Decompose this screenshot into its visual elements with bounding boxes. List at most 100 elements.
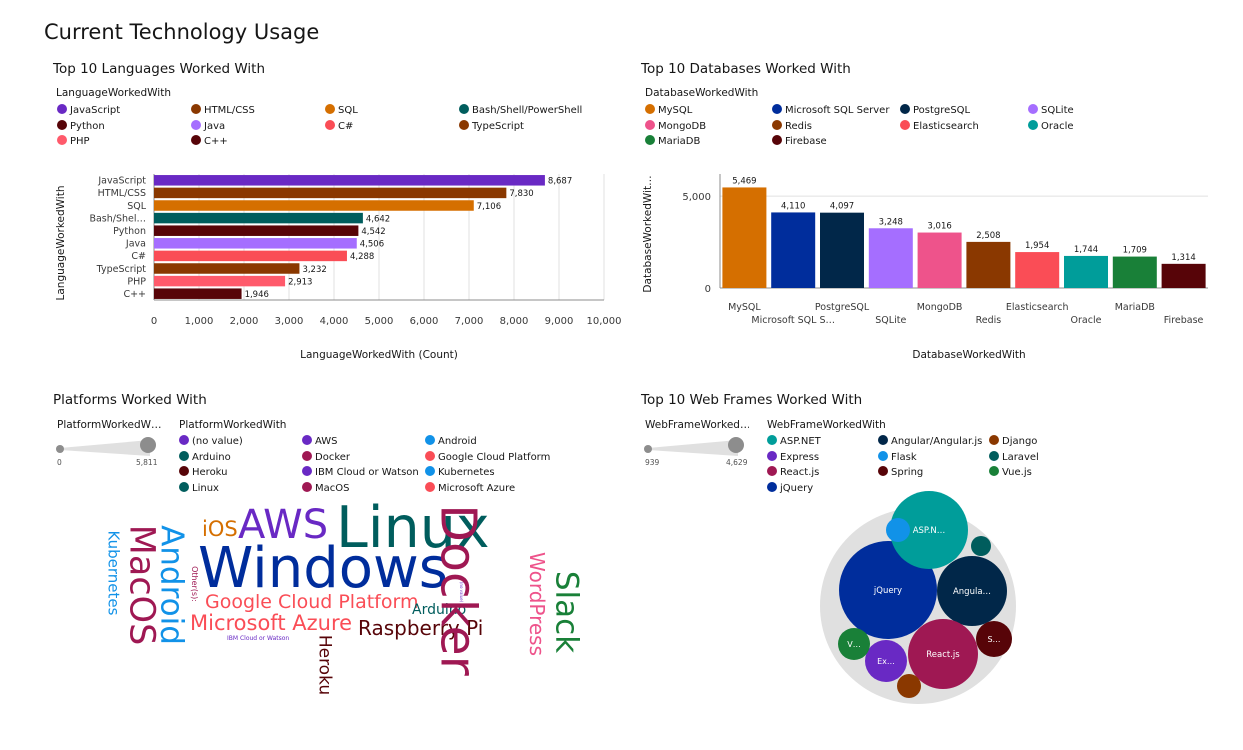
legend-swatch bbox=[57, 119, 67, 130]
data-label: 1,744 bbox=[1074, 245, 1098, 255]
x-axis-title: LanguageWorkedWith (Count) bbox=[300, 349, 458, 361]
legend-item-docker: Docker bbox=[302, 450, 350, 464]
data-label: 4,110 bbox=[781, 201, 805, 211]
data-label: 7,106 bbox=[477, 202, 501, 212]
webframes-size-slider[interactable] bbox=[643, 436, 748, 456]
bubble-label-vue: V… bbox=[847, 640, 860, 649]
legend-swatch bbox=[191, 104, 201, 114]
legend-swatch bbox=[179, 482, 189, 493]
word-gcp: Google Cloud Platform bbox=[205, 591, 419, 613]
x-tick-label: 3,000 bbox=[275, 316, 304, 327]
legend-swatch bbox=[179, 435, 189, 445]
legend-item-jquery: jQuery bbox=[767, 482, 813, 495]
bar-php bbox=[154, 275, 286, 287]
legend-swatch bbox=[459, 119, 469, 130]
bubble-label-jquery: jQuery bbox=[873, 586, 902, 596]
legend-label: Bash/Shell/PowerShell bbox=[472, 105, 583, 116]
legend-swatch bbox=[325, 119, 335, 130]
word-no-value: (no value) bbox=[459, 581, 464, 603]
legend-item-mariadb: MariaDB bbox=[645, 135, 700, 148]
databases-panel-title: Top 10 Databases Worked With bbox=[641, 61, 851, 77]
x-tick-label: 6,000 bbox=[410, 316, 439, 327]
y-tick-label: JavaScript bbox=[97, 176, 146, 187]
x-tick-label: 10,000 bbox=[587, 316, 622, 327]
legend-swatch bbox=[772, 119, 782, 130]
legend-label: MongoDB bbox=[658, 120, 707, 132]
legend-item-express: Express bbox=[767, 450, 819, 464]
word-wordpress: WordPress bbox=[525, 551, 549, 657]
legend-label: Elasticsearch bbox=[913, 120, 979, 132]
y-tick-label: Python bbox=[113, 226, 146, 237]
platforms-size-slider[interactable] bbox=[55, 436, 160, 456]
x-tick-label: MariaDB bbox=[1115, 302, 1155, 313]
legend-swatch bbox=[989, 450, 999, 461]
slider-min-handle[interactable] bbox=[56, 445, 64, 453]
x-tick-label: MongoDB bbox=[917, 302, 963, 313]
legend-swatch bbox=[302, 450, 312, 461]
data-label: 3,016 bbox=[927, 222, 951, 232]
legend-label: Flask bbox=[891, 451, 917, 463]
legend-item-postgresql: PostgreSQL bbox=[900, 104, 970, 117]
data-label: 1,946 bbox=[245, 290, 269, 300]
word-windows: Windows bbox=[198, 536, 448, 601]
x-tick-label: 8,000 bbox=[500, 316, 529, 327]
legend-item-sql: SQL bbox=[325, 104, 358, 117]
page-title: Current Technology Usage bbox=[44, 20, 320, 44]
legend-swatch bbox=[191, 135, 201, 145]
legend-label: HTML/CSS bbox=[204, 105, 255, 116]
legend-item-angular-angular-js: Angular/Angular.js bbox=[878, 435, 982, 448]
legend-item-kubernetes: Kubernetes bbox=[425, 466, 495, 479]
legend-swatch bbox=[425, 450, 435, 461]
legend-label: Oracle bbox=[1041, 120, 1074, 132]
slider-min-handle[interactable] bbox=[644, 445, 652, 453]
y-axis-title: LanguageWorkedWith bbox=[55, 186, 67, 301]
bar-mongodb bbox=[917, 232, 962, 288]
x-tick-label: 0 bbox=[151, 316, 157, 327]
x-tick-label: 9,000 bbox=[545, 316, 574, 327]
legend-item-typescript: TypeScript bbox=[459, 119, 524, 133]
x-tick-label: 5,000 bbox=[365, 316, 394, 327]
y-tick-label: PHP bbox=[127, 276, 146, 287]
databases-legend-title: DatabaseWorkedWith bbox=[645, 87, 759, 99]
legend-item-java: Java bbox=[191, 119, 225, 133]
legend-item-macos: MacOS bbox=[302, 482, 349, 495]
legend-label: Vue.js bbox=[1002, 467, 1032, 479]
legend-item-no-value: (no value) bbox=[179, 435, 243, 448]
bar-sqlite bbox=[868, 228, 913, 288]
legend-label: C++ bbox=[204, 136, 228, 147]
word-docker: Docker bbox=[429, 504, 487, 676]
legend-item-microsoft-azure: Microsoft Azure bbox=[425, 482, 515, 495]
legend-item-arduino: Arduino bbox=[179, 450, 231, 464]
word-ios: iOS bbox=[202, 517, 238, 541]
legend-swatch bbox=[878, 435, 888, 445]
bubble-spring bbox=[976, 621, 1012, 657]
legend-item-elasticsearch: Elasticsearch bbox=[900, 119, 979, 133]
word-macos: MacOS bbox=[121, 524, 162, 646]
platforms-panel-title: Platforms Worked With bbox=[53, 392, 207, 408]
legend-label: MacOS bbox=[315, 483, 350, 495]
legend-swatch bbox=[878, 450, 888, 461]
legend-label: C# bbox=[338, 120, 354, 132]
platforms-legend-title: PlatformWorkedWith bbox=[179, 419, 287, 431]
y-tick-label: HTML/CSS bbox=[98, 188, 146, 199]
legend-label: JavaScript bbox=[70, 105, 121, 116]
bar-microsoft-sql-server bbox=[771, 212, 816, 288]
x-tick-label: Firebase bbox=[1164, 315, 1204, 326]
legend-label: Microsoft Azure bbox=[438, 483, 516, 495]
legend-item-python: Python bbox=[57, 119, 105, 133]
legend-swatch bbox=[767, 435, 777, 445]
data-label: 4,506 bbox=[360, 240, 384, 250]
slider-max-handle[interactable] bbox=[140, 437, 156, 453]
languages-bar-chart: 0 1,000 2,000 3,000 4,000 5,000 6,000 7,000 8,00… bbox=[55, 174, 622, 361]
legend-swatch bbox=[900, 104, 910, 114]
slider-max-handle[interactable] bbox=[728, 437, 744, 453]
word-azure: Microsoft Azure bbox=[190, 611, 353, 635]
legend-swatch bbox=[645, 119, 655, 130]
bubble-label-react: React.js bbox=[926, 650, 960, 660]
word-aws: AWS bbox=[238, 502, 329, 548]
legend-swatch bbox=[989, 466, 999, 477]
legend-item-microsoft-sql-server: Microsoft SQL Server bbox=[772, 104, 889, 117]
x-tick-label: PostgreSQL bbox=[815, 302, 870, 313]
word-raspberry-pi: Raspberry Pi bbox=[358, 616, 484, 640]
legend-swatch bbox=[767, 450, 777, 461]
